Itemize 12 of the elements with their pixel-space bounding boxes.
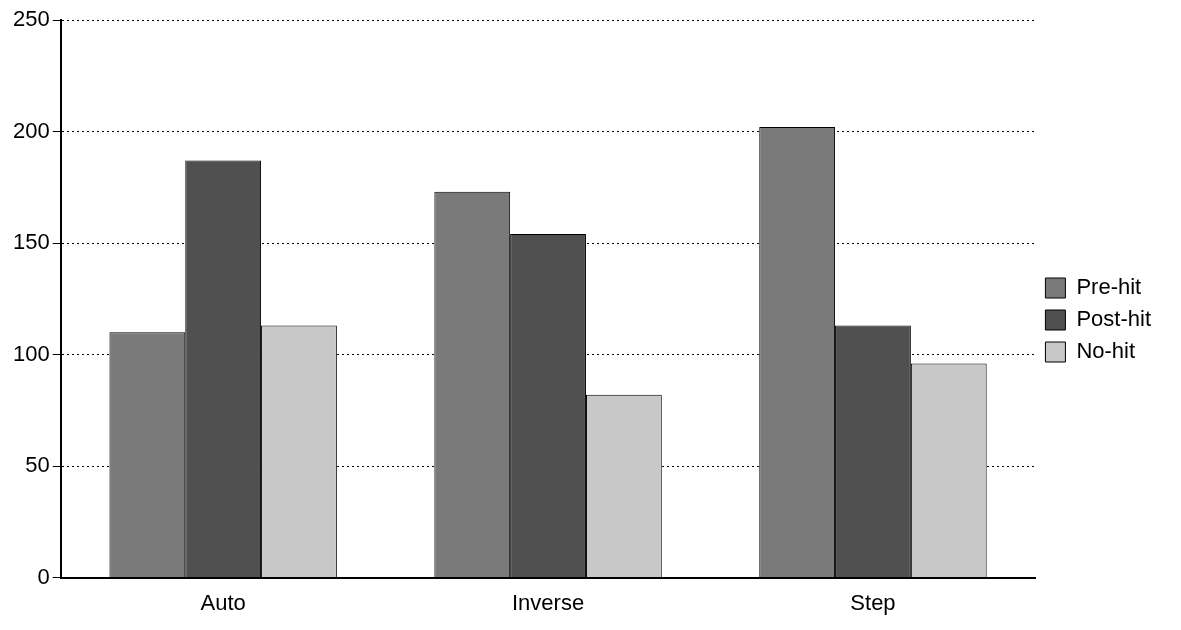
y-tick-label: 100 (12, 340, 50, 366)
x-tick-label: Inverse (511, 589, 585, 615)
legend-label: Post-hit (1076, 306, 1152, 332)
y-tick-label: 50 (25, 452, 50, 478)
y-tick-label: 150 (12, 229, 50, 255)
y-tick-label: 200 (12, 117, 50, 143)
legend-label: No-hit (1076, 338, 1136, 364)
x-tick-label: Auto (200, 589, 246, 615)
y-tick-label: 0 (37, 563, 50, 589)
legend-label: Pre-hit (1076, 274, 1142, 300)
y-tick-label: 250 (12, 6, 50, 32)
x-tick-label: Step (850, 589, 896, 615)
